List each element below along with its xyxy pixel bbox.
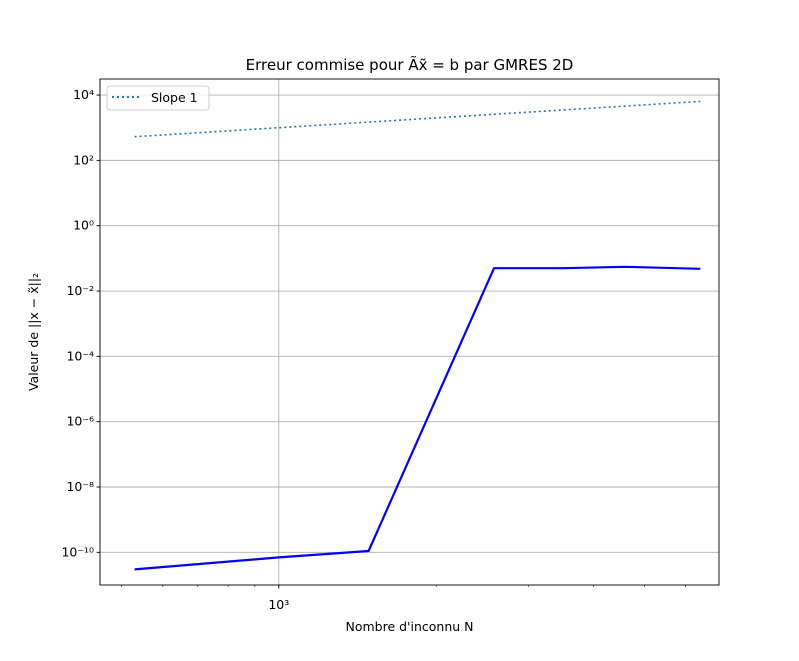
x-tick-label: 10³ [268,597,289,612]
chart-title: Erreur commise pour Ãx̃ = b par GMRES 2D [246,55,574,74]
y-tick-label: 10⁻⁴ [66,348,94,363]
series-lines [134,100,701,571]
x-axis-label: Nombre d'inconnu N [345,619,473,634]
y-tick-label: 10⁻² [66,283,94,298]
y-axis-label: Valeur de ||x − x̃||₂ [26,273,41,391]
legend-box [106,85,210,111]
y-tick-label: 10⁻⁸ [66,479,94,494]
grid-lines [100,79,719,585]
y-tick-label: 10⁻⁶ [66,414,94,429]
legend: Slope 1 [106,85,210,111]
y-tick-label: 10⁴ [73,87,94,102]
plot-frame [99,78,720,586]
series-line-gmres-error [134,265,701,571]
series-line-slope-1 [134,100,701,138]
y-tick-label: 10² [73,152,94,167]
axis-ticks: 10³ 10⁻¹⁰ 10⁻⁸ 10⁻⁶ 10⁻⁴ 10⁻² 10⁰ 10² 10⁴ [61,87,686,612]
y-tick-label: 10⁰ [73,218,94,233]
legend-label-slope-1: Slope 1 [151,90,198,105]
y-tick-label: 10⁻¹⁰ [61,544,94,559]
